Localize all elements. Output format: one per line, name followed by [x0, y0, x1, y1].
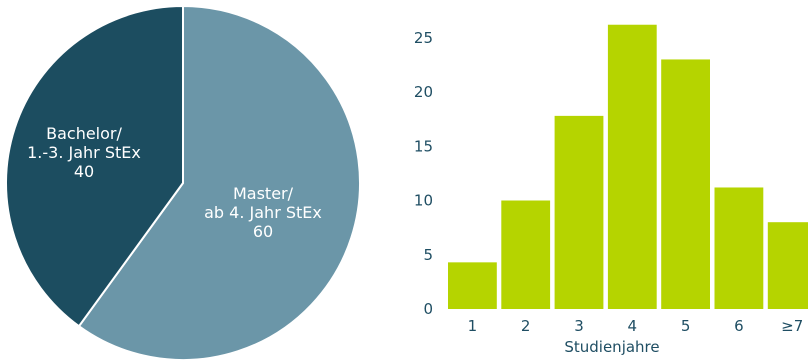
x-tick-label: ≥7: [781, 317, 803, 335]
x-tick-label: 4: [628, 317, 638, 335]
y-axis-ticks: 0 5 10 15 20 25: [414, 29, 433, 318]
y-tick-label: 0: [423, 300, 433, 318]
pie-label-line: Bachelor/: [46, 124, 122, 143]
pie-label-line: 40: [74, 162, 94, 181]
bar-chart: 0 5 10 15 20 25 1 2 3 4 5 6 ≥7 Studienjahre: [414, 24, 808, 356]
pie-label-line: 1.-3. Jahr StEx: [27, 143, 141, 162]
pie-slice-label: Master/ab 4. Jahr StEx 60: [204, 184, 322, 241]
pie-slice-label: Bachelor/1.-3. Jahr StEx 40: [27, 124, 141, 181]
x-tick-label: 3: [574, 317, 584, 335]
bar: [714, 187, 764, 309]
pie-slice: [77, 4, 361, 360]
x-tick-label: 5: [681, 317, 691, 335]
x-tick-label: 6: [734, 317, 744, 335]
pie-label-line: 60: [253, 222, 273, 241]
bars: [448, 24, 808, 310]
y-tick-label: 5: [423, 246, 433, 264]
y-tick-label: 20: [414, 83, 433, 101]
bar: [767, 222, 808, 309]
x-tick-label: 1: [468, 317, 478, 335]
pie-label-line: Master/: [233, 184, 294, 203]
x-tick-label: 2: [521, 317, 531, 335]
y-tick-label: 15: [414, 137, 433, 155]
pie-label-line: ab 4. Jahr StEx: [204, 203, 322, 222]
bar: [448, 262, 497, 309]
bar: [501, 200, 551, 309]
bar: [661, 59, 710, 310]
y-tick-label: 25: [414, 29, 433, 47]
bar: [554, 115, 604, 310]
pie-chart: Master/ab 4. Jahr StEx 60 Bachelor/1.-3. J…: [5, 4, 361, 360]
y-tick-label: 10: [414, 192, 433, 210]
x-axis-label: Studienjahre: [564, 338, 659, 356]
x-axis-ticks: 1 2 3 4 5 6 ≥7: [468, 317, 804, 335]
bar: [607, 24, 657, 309]
pie-slice: [5, 4, 184, 328]
